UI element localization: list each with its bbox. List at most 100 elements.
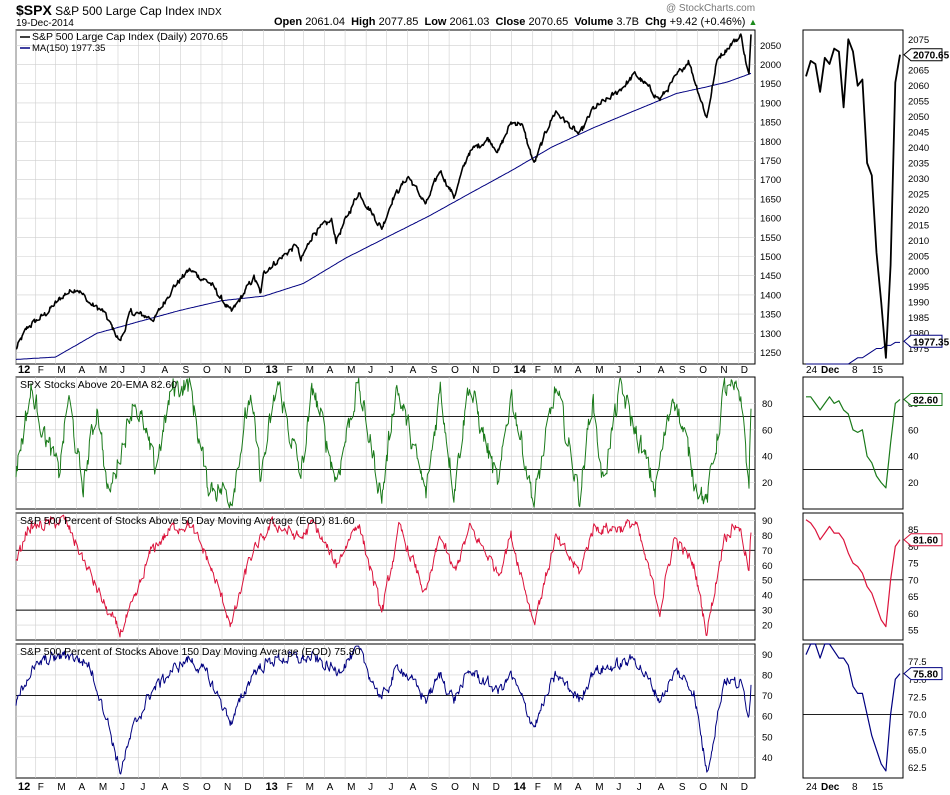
side-last-value-p150-box xyxy=(903,667,943,681)
x-tick-label-upper: M xyxy=(99,365,107,376)
side-y-tick-label: 2030 xyxy=(908,174,929,185)
side-panel-frame xyxy=(802,643,904,779)
side-y-tick-label: 40 xyxy=(908,452,919,463)
side-panel-frame xyxy=(802,29,904,365)
x-tick-label-lower: D xyxy=(244,782,251,793)
chg-label: Chg xyxy=(645,16,667,28)
indicator-y-tick-label: 50 xyxy=(762,576,773,587)
side-y-tick-label: 62.5 xyxy=(908,763,927,774)
exchange: INDX xyxy=(197,7,222,18)
side-last-value-ema20-box xyxy=(903,392,943,406)
side-last-value-ema20: 82.60 xyxy=(913,395,938,406)
x-tick-label-upper: D xyxy=(741,365,748,376)
indicator-y-tick-label: 80 xyxy=(762,399,773,410)
indicator-y-tick-label: 30 xyxy=(762,606,773,617)
x-tick-label-upper: J xyxy=(368,365,373,376)
side-last-value-price-box xyxy=(903,48,943,62)
indicator-line-2 xyxy=(15,514,752,638)
price-y-tick-label: 1300 xyxy=(760,329,781,340)
side-y-tick-label: 75 xyxy=(908,559,919,570)
indicator-y-tick-label: 20 xyxy=(762,621,773,632)
x-tick-label-upper: M xyxy=(306,365,314,376)
side-line-price xyxy=(805,38,901,359)
header-title-row: $SPX S&P 500 Large Cap Index INDX xyxy=(16,2,222,18)
x-tick-label-upper: D xyxy=(244,365,251,376)
side-y-tick-label: 2015 xyxy=(908,220,929,231)
x-tick-label-upper: O xyxy=(203,365,211,376)
open-value: 2061.04 xyxy=(305,16,345,28)
price-y-tick-label: 1800 xyxy=(760,137,781,148)
x-tick-label-lower: J xyxy=(140,782,145,793)
ma150-line xyxy=(16,72,752,360)
indicator-y-tick-label: 70 xyxy=(762,691,773,702)
side-x-tick-label-lower: 15 xyxy=(872,782,884,793)
side-y-tick-label: 65.0 xyxy=(908,745,927,756)
panel-frame xyxy=(15,512,756,641)
x-tick-label-lower: D xyxy=(741,782,748,793)
price-y-tick-label: 1700 xyxy=(760,175,781,186)
x-tick-label-upper: O xyxy=(699,365,707,376)
price-y-tick-label: 2050 xyxy=(760,41,781,52)
side-line-ema20 xyxy=(806,396,901,489)
side-y-tick-label: 70.0 xyxy=(908,710,927,721)
x-tick-label-lower: A xyxy=(327,782,334,793)
side-last-value-p150: 75.80 xyxy=(913,670,938,681)
x-tick-label-upper: A xyxy=(575,365,582,376)
x-tick-label-upper: A xyxy=(79,365,86,376)
price-y-tick-label: 1950 xyxy=(760,79,781,90)
side-line-p150 xyxy=(805,643,901,772)
x-tick-label-lower: F xyxy=(535,782,541,793)
price-y-tick-label: 1350 xyxy=(760,310,781,321)
x-tick-label-lower: J xyxy=(368,782,373,793)
side-y-tick-label: 2040 xyxy=(908,143,929,154)
side-y-tick-label: 2025 xyxy=(908,189,929,200)
price-y-tick-label: 1450 xyxy=(760,271,781,282)
x-tick-label-upper: O xyxy=(451,365,459,376)
side-y-tick-label: 55 xyxy=(908,625,919,636)
price-y-tick-label: 1250 xyxy=(760,348,781,359)
side-last-value-p50: 81.60 xyxy=(913,536,938,547)
high-value: 2077.85 xyxy=(378,16,419,28)
side-y-tick-label: 2000 xyxy=(908,267,929,278)
side-y-tick-label: 2045 xyxy=(908,128,929,139)
x-tick-label-lower: S xyxy=(431,782,438,793)
price-y-tick-label: 1400 xyxy=(760,290,781,301)
watermark: @ StockCharts.com xyxy=(666,3,756,14)
side-x-tick-label-lower: 8 xyxy=(852,782,858,793)
indicator-y-tick-label: 70 xyxy=(762,546,773,557)
indicator-y-tick-label: 90 xyxy=(762,650,773,661)
x-tick-label-upper: J xyxy=(140,365,145,376)
ohlc-row: Open 2061.04 High 2077.85 Low 2061.03 Cl… xyxy=(274,16,757,28)
side-y-tick-label: 20 xyxy=(908,478,919,489)
side-y-tick-label: 2020 xyxy=(908,205,929,216)
indicator-title: S&P 500 Percent of Stocks Above 50 Day M… xyxy=(20,515,355,527)
side-y-tick-label: 72.5 xyxy=(908,692,927,703)
x-tick-label-lower: S xyxy=(679,782,686,793)
indicator-y-tick-label: 90 xyxy=(762,516,773,527)
x-tick-label-lower: M xyxy=(306,782,314,793)
x-tick-label-upper: S xyxy=(431,365,438,376)
price-y-tick-label: 1600 xyxy=(760,214,781,225)
x-tick-label-lower: F xyxy=(38,782,44,793)
indicator-title: S&P 500 Percent of Stocks Above 150 Day … xyxy=(20,646,361,658)
x-tick-label-lower: A xyxy=(658,782,665,793)
x-tick-label-upper: N xyxy=(720,365,727,376)
x-tick-label-lower: J xyxy=(389,782,394,793)
indicator-y-tick-label: 40 xyxy=(762,753,773,764)
side-y-tick-label: 60 xyxy=(908,425,919,436)
indicator-y-tick-label: 60 xyxy=(762,712,773,723)
side-x-tick-label-upper: 8 xyxy=(852,365,858,376)
x-tick-label-upper: A xyxy=(658,365,665,376)
side-y-tick-label: 2055 xyxy=(908,97,929,108)
x-tick-label-upper: F xyxy=(38,365,44,376)
close-value: 2070.65 xyxy=(528,16,569,28)
x-tick-label-lower: A xyxy=(410,782,417,793)
side-ma-last-value-box xyxy=(903,334,943,348)
side-y-tick-label: 2050 xyxy=(908,112,929,123)
panel-frame xyxy=(15,376,756,510)
side-y-tick-label: 1995 xyxy=(908,282,929,293)
side-y-tick-label: 85 xyxy=(908,525,919,536)
side-panel-frame xyxy=(802,376,904,510)
side-y-tick-label: 80 xyxy=(908,542,919,553)
x-tick-label-lower: J xyxy=(616,782,621,793)
